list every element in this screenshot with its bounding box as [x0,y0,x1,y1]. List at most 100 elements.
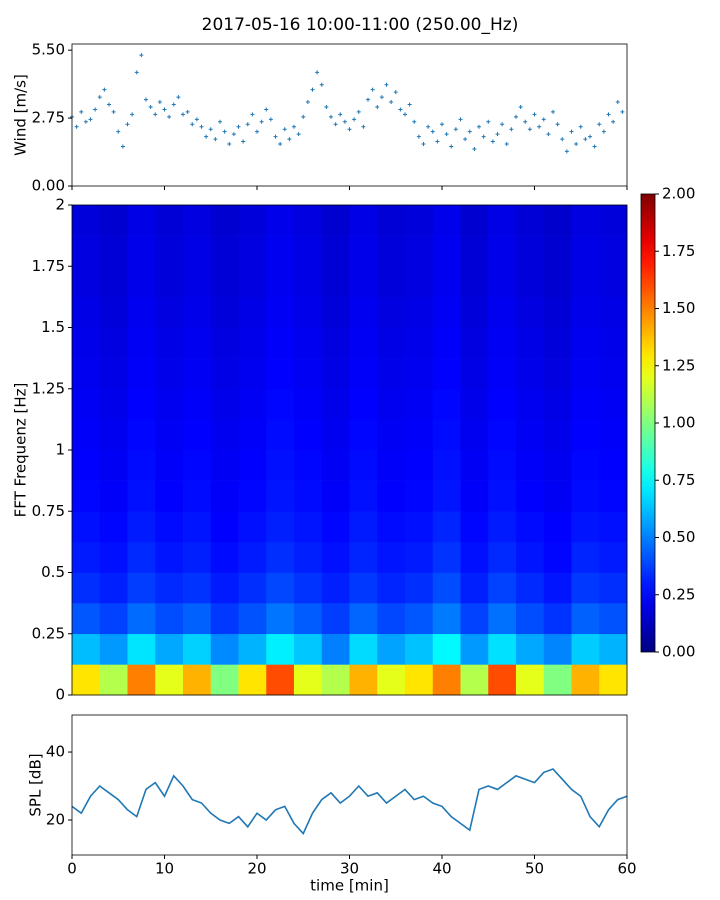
spectrogram-cell [183,603,212,635]
spectrogram-cell [266,480,295,512]
spectrogram-cell [377,480,406,512]
spectrogram-cell [349,480,378,512]
spectrogram-cell [543,450,572,481]
colorbar-tick-label: 1.00 [662,414,695,432]
spectrogram-cell [155,419,184,451]
spectrogram-cell [183,419,212,451]
spectrogram-cell [99,603,128,635]
spectrogram-cell [127,480,156,512]
spectrogram-cell [599,296,628,328]
spectrogram-cell [321,450,350,481]
spectrogram-cell [377,235,406,267]
wind-point [583,137,588,142]
spectrogram-cell [210,205,239,236]
spectrogram-cell [99,450,128,481]
spectrogram-cell [238,603,267,635]
spectrogram-cell [599,480,628,512]
spectrogram-cell [99,541,128,573]
wind-point [403,112,407,117]
spectrogram-cell [238,296,267,328]
y-tick-label: 5.50 [32,41,65,59]
spectrogram-cell [210,480,239,512]
spectrogram-cell [377,603,406,635]
wind-point [250,112,255,117]
spectrogram-cell [488,358,517,390]
spectrogram-cell [99,511,128,543]
wind-point [282,127,287,132]
spectrogram-cell [543,603,572,635]
spectrogram-cell [155,633,184,665]
spectrogram-cell [294,419,323,451]
spectrogram-cell [599,235,628,267]
wind-point [227,142,232,147]
spectrogram-cell [321,664,350,696]
wind-point [333,122,338,127]
wind-point [107,102,111,107]
spectrogram-cell [72,358,101,390]
spectrogram-cell [155,511,184,543]
spectrogram-cell [488,388,517,420]
spectrogram-cell [571,235,600,267]
spectrogram-cell [377,633,406,665]
spectrogram-cell [238,511,267,543]
wind-point [292,124,296,129]
spectrogram-cell [460,541,489,573]
spectrogram-cell [349,541,378,573]
colorbar-tick-label: 1.25 [662,356,695,374]
colorbar-tick-label: 2.00 [662,185,695,203]
spectrogram-cell [460,480,489,512]
spectrogram-cell [432,205,461,236]
wind-point [310,87,315,92]
spectrogram-cell [516,511,545,543]
spectrogram-cell [99,327,128,359]
spectrogram-cell [210,664,239,696]
y-tick-label: 1.25 [32,379,65,397]
y-tick-label: 20 [46,811,65,829]
spectrogram-cell [72,450,101,481]
spectrogram-cell [72,511,101,543]
wind-point [125,122,130,127]
spectrogram-cell [210,327,239,359]
wind-point [509,127,514,132]
wind-point [185,109,190,114]
spectrogram-cell [183,358,212,390]
spectrogram-cell [127,235,156,267]
wind-point [384,82,389,87]
spectrogram-cell [460,450,489,481]
spectrogram-cell [571,603,600,635]
spectrogram-cell [294,541,323,573]
spectrogram-cell [516,419,545,451]
spectrogram-cell [155,327,184,359]
spectrogram-cell [155,358,184,390]
wind-point [375,104,380,109]
wind-point [162,107,167,112]
spectrogram-cell [543,205,572,236]
spectrogram-cell [488,450,517,481]
wind-point [79,109,84,114]
wind-point [518,104,523,109]
spectrogram-cell [266,266,295,298]
spectrogram-cell [321,358,350,390]
spectrogram-cell [183,511,212,543]
spectrogram-cell [210,296,239,328]
spectrogram-cell [432,603,461,635]
x-tick-label: 10 [155,860,174,878]
spectrogram-cell [543,664,572,696]
spectrogram-cell [238,480,267,512]
spectrogram-cell [543,572,572,604]
spectrogram-cell [72,603,101,635]
spectrogram-cell [571,327,600,359]
spectrogram-cell [99,388,128,420]
spectrogram-cell [238,664,267,696]
spectrogram-cell [321,419,350,451]
spectrogram-cell [405,327,434,359]
wind-point [481,134,486,139]
axes-frame [71,714,628,856]
spectrogram-cell [377,572,406,604]
spectrogram-cell [238,633,267,665]
wind-point [537,124,542,129]
wind-point [370,87,375,92]
colorbar-tick-label: 0.00 [662,643,695,661]
wind-point [366,97,370,102]
spectrogram-cell [266,664,295,696]
